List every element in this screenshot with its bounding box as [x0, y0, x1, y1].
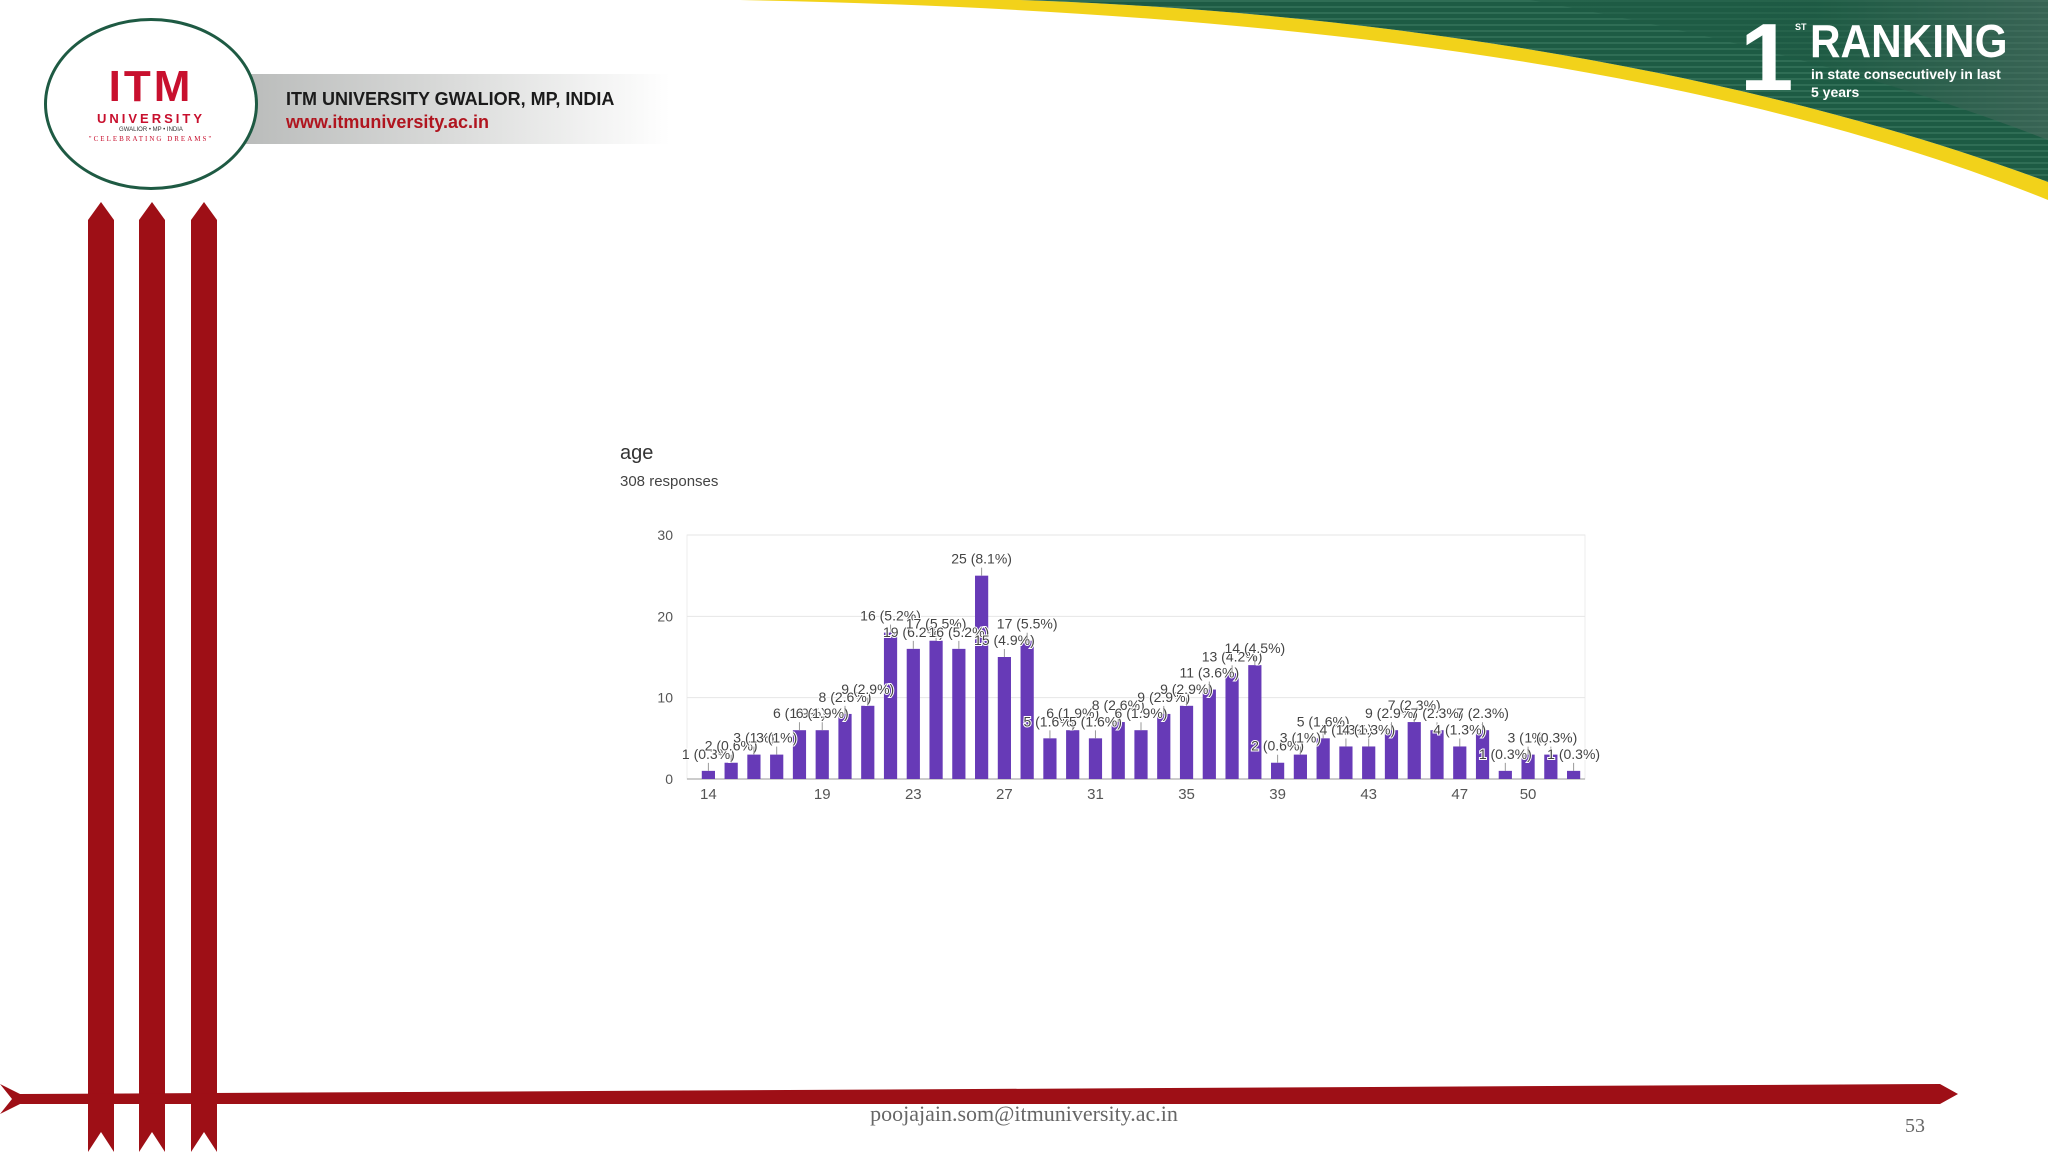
bar-22: [884, 633, 897, 779]
x-tick-label: 35: [1178, 786, 1195, 803]
page-number: 53: [1905, 1115, 1925, 1138]
x-tick-label: 31: [1087, 786, 1104, 803]
logo-itm-text: ITM: [47, 65, 255, 109]
ranking-word: RANKING: [1810, 18, 2007, 64]
bar-29: [1043, 738, 1056, 779]
bar-49: [1499, 771, 1512, 779]
x-tick-label: 19: [814, 786, 831, 803]
bar-21: [861, 706, 874, 779]
university-website: www.itmuniversity.ac.in: [286, 112, 489, 133]
bar-16: [747, 755, 760, 779]
bar-15: [725, 763, 738, 779]
bar-26: [975, 576, 988, 779]
bar-36: [1203, 690, 1216, 779]
bar-34: [1157, 714, 1170, 779]
data-label: 1 (0.3%): [1524, 730, 1577, 746]
y-tick-label: 10: [657, 690, 673, 706]
data-label: 9 (2.9%): [1160, 681, 1213, 697]
y-tick-label: 0: [665, 771, 673, 787]
data-label: 4 (1.3%): [1342, 721, 1395, 737]
bar-31: [1089, 738, 1102, 779]
bar-37: [1225, 673, 1238, 779]
bar-38: [1248, 665, 1261, 779]
bar-45: [1408, 722, 1421, 779]
x-tick-label: 14: [700, 786, 717, 803]
bar-52: [1567, 771, 1580, 779]
data-label: 25 (8.1%): [951, 551, 1012, 567]
x-tick-label: 50: [1520, 786, 1537, 803]
bar-35: [1180, 706, 1193, 779]
university-name: ITM UNIVERSITY GWALIOR, MP, INDIA: [286, 89, 614, 110]
x-tick-label: 27: [996, 786, 1013, 803]
logo-university-text: UNIVERSITY: [47, 111, 255, 126]
bar-47: [1453, 746, 1466, 779]
ranking-number: 1: [1740, 10, 1793, 106]
bar-33: [1134, 730, 1147, 779]
bar-14: [702, 771, 715, 779]
bar-20: [838, 714, 851, 779]
data-label: 11 (3.6%): [1179, 665, 1239, 681]
data-label: 3 (1%): [1280, 730, 1321, 746]
ranking-subtitle-line1: in state consecutively in last: [1811, 66, 2001, 82]
bar-30: [1066, 730, 1079, 779]
bar-40: [1294, 755, 1307, 779]
bar-17: [770, 755, 783, 779]
bar-46: [1430, 730, 1443, 779]
data-label: 3 (1%): [756, 730, 797, 746]
vertical-arrows: [88, 202, 217, 1152]
data-label: 14 (4.5%): [1224, 640, 1285, 656]
bar-43: [1362, 746, 1375, 779]
y-tick-label: 30: [657, 527, 673, 543]
university-logo: ITM UNIVERSITY GWALIOR • MP • INDIA "CEL…: [44, 18, 258, 190]
data-label: 4 (1.3%): [1433, 721, 1486, 737]
chart-title: age: [620, 442, 653, 465]
ranking-suffix: ST: [1795, 22, 1807, 32]
data-label: 1 (0.3%): [1547, 746, 1600, 762]
y-tick-label: 20: [657, 608, 673, 624]
logo-location-text: GWALIOR • MP • INDIA: [47, 127, 255, 133]
logo-tagline: "CELEBRATING DREAMS": [47, 135, 255, 143]
bar-24: [929, 641, 942, 779]
data-label: 17 (5.5%): [997, 616, 1058, 632]
data-label: 6 (1.9%): [1115, 705, 1168, 721]
x-tick-label: 23: [905, 786, 922, 803]
data-label: 1 (0.3%): [1479, 746, 1532, 762]
bar-25: [952, 649, 965, 779]
bar-44: [1385, 730, 1398, 779]
chart-subtitle: 308 responses: [620, 473, 718, 490]
footer-email: poojajain.som@itmuniversity.ac.in: [0, 1101, 2048, 1127]
x-tick-label: 47: [1451, 786, 1468, 803]
bar-32: [1112, 722, 1125, 779]
data-label: 6 (1.9%): [796, 705, 849, 721]
data-label: 15 (4.9%): [974, 632, 1035, 648]
data-label: 9 (2.9%): [841, 681, 894, 697]
bar-28: [1021, 641, 1034, 779]
bar-23: [907, 649, 920, 779]
x-tick-label: 39: [1269, 786, 1286, 803]
bar-39: [1271, 763, 1284, 779]
bar-19: [816, 730, 829, 779]
ranking-subtitle-line2: 5 years: [1811, 84, 1859, 100]
data-label: 7 (2.3%): [1456, 705, 1509, 721]
bar-27: [998, 657, 1011, 779]
x-tick-label: 43: [1360, 786, 1377, 803]
bar-42: [1339, 746, 1352, 779]
